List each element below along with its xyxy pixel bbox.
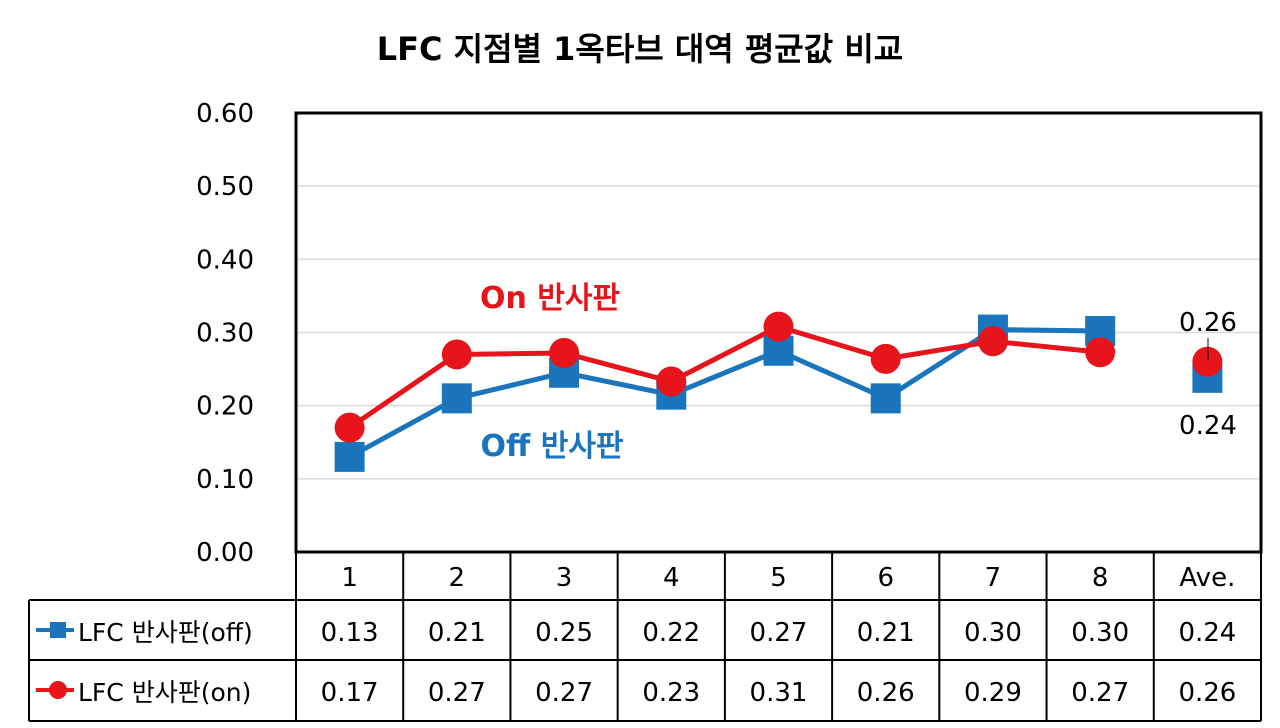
table-cell-off: 0.30 — [1071, 618, 1129, 648]
table-cell-off: 0.27 — [750, 618, 808, 648]
on-series-annotation: On 반사판 — [480, 281, 621, 316]
legend-marker-on — [49, 681, 67, 699]
y-tick-label: 0.10 — [196, 465, 254, 495]
x-tick-label: 2 — [449, 563, 466, 593]
table-cell-on: 0.27 — [535, 678, 593, 708]
x-tick-label: 1 — [341, 563, 358, 593]
series-line-off — [348, 327, 1101, 460]
y-tick-label: 0.20 — [196, 392, 254, 422]
table-cell-off: 0.24 — [1178, 618, 1236, 648]
data-label-ave-on: 0.26 — [1179, 308, 1237, 338]
table-cell-off: 0.21 — [857, 618, 915, 648]
table-cell-on: 0.26 — [1178, 678, 1236, 708]
y-tick-label: 0.50 — [196, 172, 254, 202]
y-tick-label: 0.60 — [196, 99, 254, 129]
legend-marker-off — [50, 622, 66, 638]
y-axis: 0.00 0.10 0.20 0.30 0.40 0.50 0.60 — [196, 99, 254, 568]
point-on — [870, 343, 901, 374]
point-off — [334, 441, 365, 472]
y-tick-label: 0.00 — [196, 538, 254, 568]
chart-title: LFC 지점별 1옥타브 대역 평균값 비교 — [377, 30, 903, 68]
table-cell-off: 0.30 — [964, 618, 1022, 648]
x-tick-label: 5 — [770, 563, 787, 593]
point-on — [1192, 346, 1223, 377]
table-cell-off: 0.25 — [535, 618, 593, 648]
point-on — [441, 339, 472, 370]
table-cell-on: 0.17 — [321, 678, 379, 708]
point-off — [441, 383, 472, 414]
point-on — [656, 366, 687, 397]
data-label-ave-off: 0.24 — [1179, 411, 1237, 441]
point-on — [1085, 337, 1116, 368]
table-cell-off: 0.22 — [642, 618, 700, 648]
series-line-on — [348, 324, 1101, 430]
x-tick-label: Ave. — [1179, 563, 1235, 593]
point-on — [549, 337, 580, 368]
series-markers — [334, 311, 1223, 472]
table-cell-on: 0.27 — [428, 678, 486, 708]
point-on — [763, 311, 794, 342]
y-tick-label: 0.30 — [196, 319, 254, 349]
table-cell-off: 0.21 — [428, 618, 486, 648]
x-tick-label: 3 — [556, 563, 573, 593]
x-tick-label: 6 — [877, 563, 894, 593]
plot-area-frame — [294, 111, 1263, 554]
off-series-annotation: Off 반사판 — [480, 429, 623, 464]
x-tick-label: 7 — [985, 563, 1002, 593]
data-table: 1 2 3 4 5 6 7 8 Ave. LFC 반사판(off) 0.13 0.21 0.25 0.22… — [28, 552, 1262, 722]
x-tick-label: 8 — [1092, 563, 1109, 593]
point-on — [977, 326, 1008, 357]
table-cell-on: 0.23 — [642, 678, 700, 708]
table-cell-off: 0.13 — [321, 618, 379, 648]
point-off — [870, 383, 901, 414]
legend-label-on: LFC 반사판(on) — [78, 678, 251, 707]
y-tick-label: 0.40 — [196, 245, 254, 275]
table-cell-on: 0.29 — [964, 678, 1022, 708]
table-cell-on: 0.31 — [750, 678, 808, 708]
x-tick-label: 4 — [663, 563, 680, 593]
series-lines — [348, 324, 1101, 460]
legend-label-off: LFC 반사판(off) — [78, 618, 253, 647]
point-on — [334, 412, 365, 443]
table-cell-on: 0.26 — [857, 678, 915, 708]
table-cell-on: 0.27 — [1071, 678, 1129, 708]
